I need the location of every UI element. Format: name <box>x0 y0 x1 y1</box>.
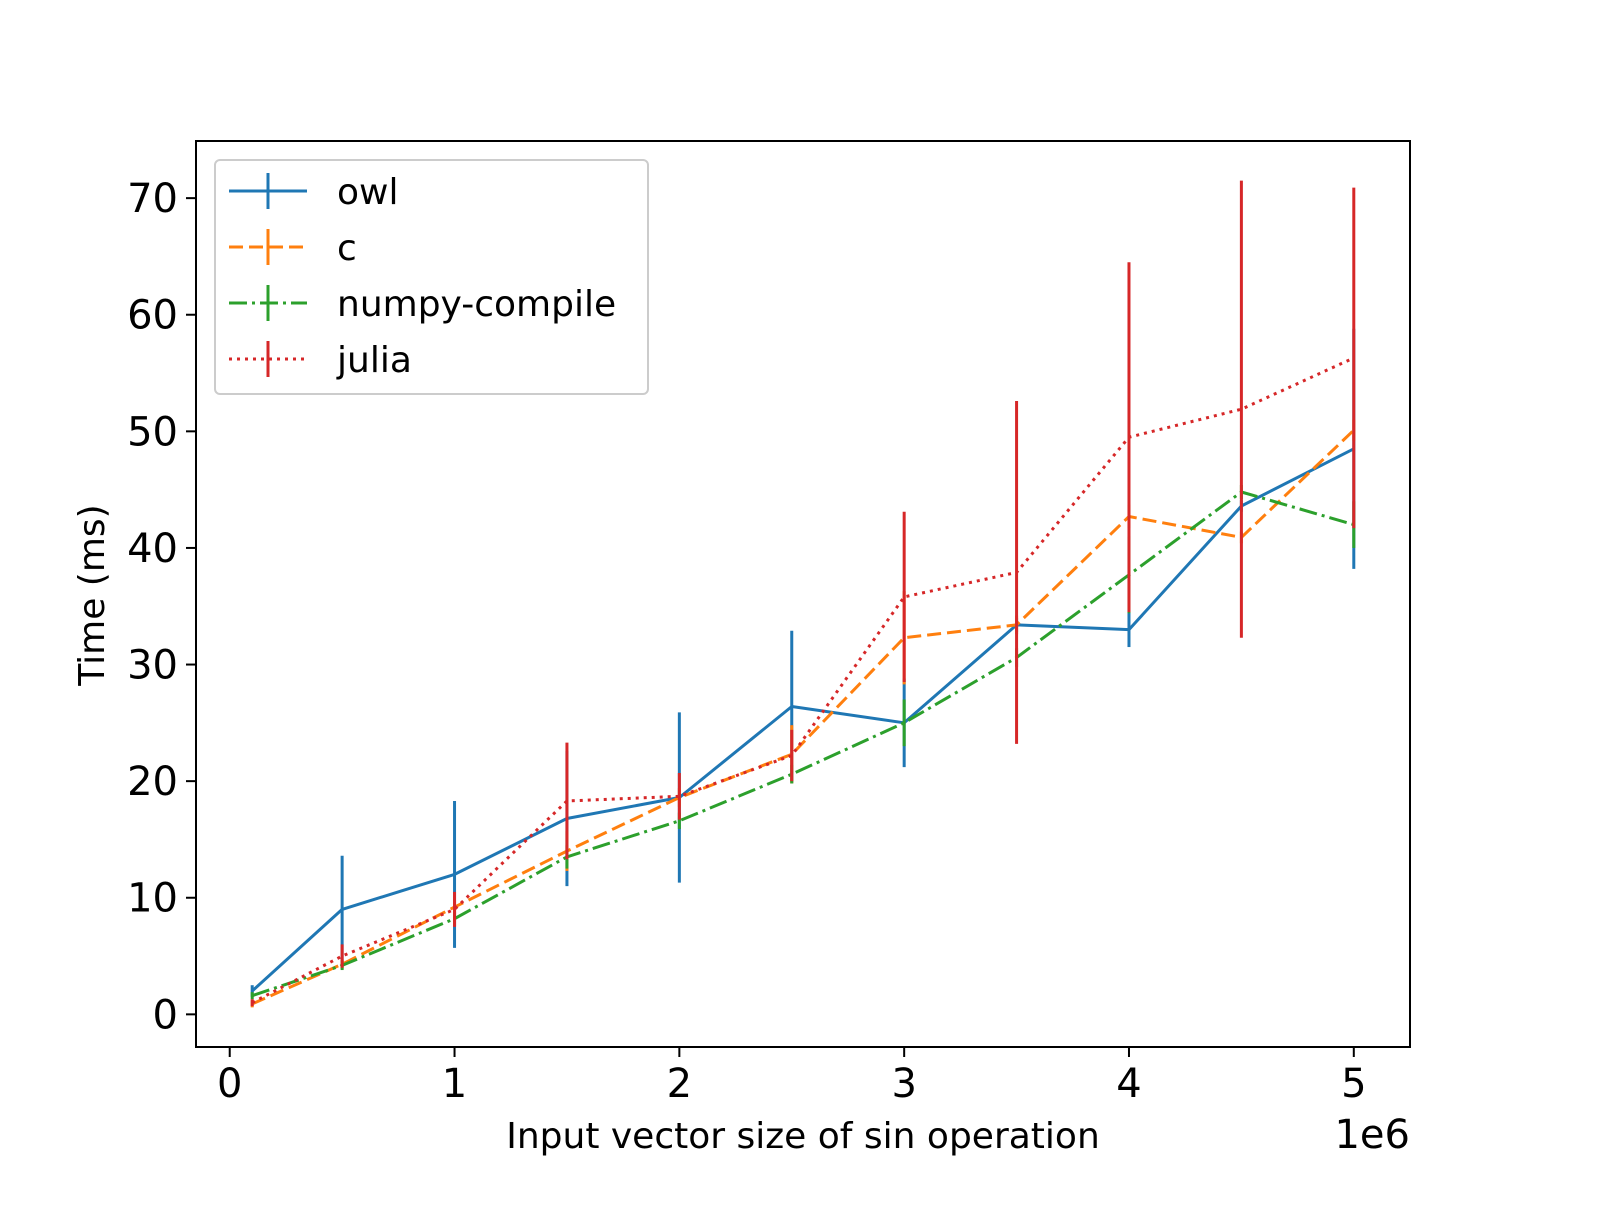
legend-item-owl: owl <box>229 172 398 213</box>
x-tick-label: 1 <box>442 1061 467 1107</box>
legend-item-c: c <box>229 228 357 269</box>
y-tick-label: 10 <box>127 876 178 922</box>
legend: owl c numpy-compile julia <box>214 159 649 395</box>
legend-label-c: c <box>337 228 357 269</box>
series-line-c <box>251 429 1355 1006</box>
x-tick-label: 2 <box>667 1061 692 1107</box>
series-julia <box>250 180 1356 1007</box>
y-tick-label: 70 <box>127 176 178 222</box>
x-tick-label: 0 <box>217 1061 242 1107</box>
x-tick-label: 3 <box>891 1061 916 1107</box>
y-tick-label: 30 <box>127 643 178 689</box>
legend-label-julia: julia <box>336 340 412 381</box>
legend-box <box>214 159 649 395</box>
x-axis-label: Input vector size of sin operation <box>506 1116 1100 1157</box>
plot-frame <box>195 140 1411 1048</box>
y-tick-label: 40 <box>127 526 178 572</box>
series-layer <box>250 180 1356 1008</box>
y-tick-label: 0 <box>153 992 178 1038</box>
y-tick-label: 60 <box>127 293 178 339</box>
legend-item-julia: julia <box>229 340 412 381</box>
legend-item-numpy-compile: numpy-compile <box>229 284 616 325</box>
y-axis-label: Time (ms) <box>72 504 113 686</box>
x-tick-label: 5 <box>1341 1061 1366 1107</box>
y-tick-label: 20 <box>127 759 178 805</box>
series-line-numpy-compile <box>251 490 1355 998</box>
x-tick-label: 4 <box>1116 1061 1141 1107</box>
legend-label-numpy-compile: numpy-compile <box>337 284 616 325</box>
y-tick-label: 50 <box>127 409 178 455</box>
series-line-owl <box>251 447 1355 993</box>
x-axis-offset-text: 1e6 <box>1334 1112 1410 1158</box>
legend-label-owl: owl <box>337 172 398 213</box>
